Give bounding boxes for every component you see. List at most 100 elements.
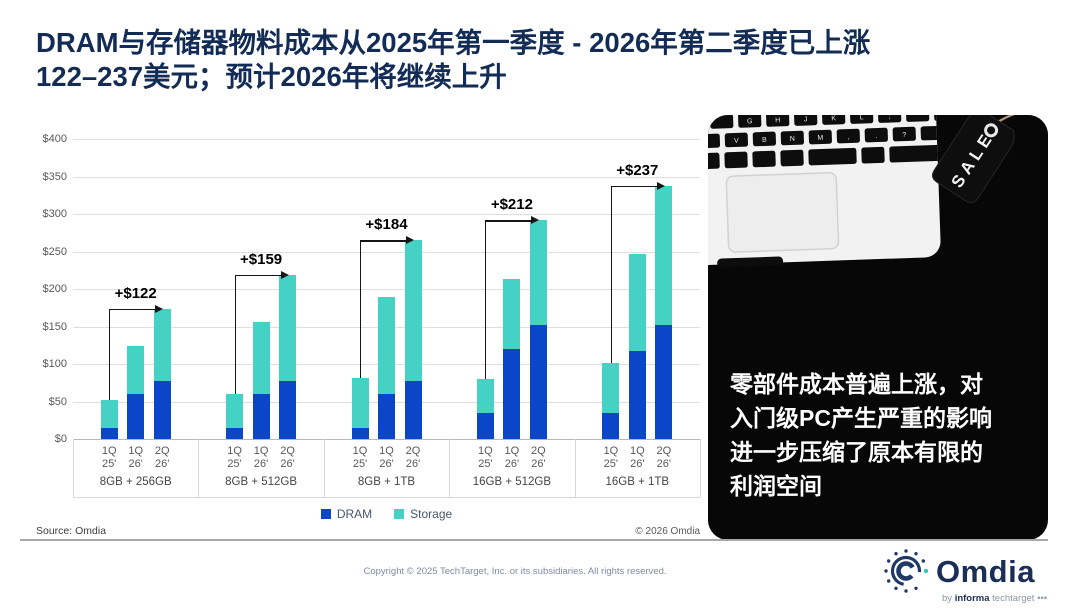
keyboard-key (889, 144, 942, 163)
keyboard-key-letter: N (790, 136, 795, 143)
annotation-label: +$212 (490, 196, 533, 213)
keyboard-key (708, 133, 721, 149)
group-separator (198, 439, 200, 497)
right-panel: G H J K L; ' V B N M,.? SALE 零部件成本普遍上涨，对 入门级PC产生严重… (708, 115, 1048, 540)
byline-dots: ••• (1037, 593, 1048, 604)
page-copyright: Copyright © 2025 TechTarget, Inc. or its… (363, 566, 667, 577)
annotation-vline (109, 308, 111, 400)
storage-segment (378, 297, 395, 394)
storage-segment (351, 378, 369, 428)
group-label: 8GB + 256GB (99, 476, 172, 488)
panel-callout-text: 零部件成本普遍上涨，对 入门级PC产生严重的影响 进一步压缩了原本有限的 利润空间 (708, 352, 1048, 503)
keyboard-key (892, 126, 916, 142)
dram-segment (127, 394, 145, 439)
bar-8GB + 512GB-0 (226, 394, 244, 439)
annotation-label: +$184 (365, 216, 408, 234)
bar-16GB + 1TB-2 (655, 185, 673, 439)
page-title-line2: 122–237美元；预计2026年将继续上升 (36, 60, 507, 92)
table-bottom-border (73, 497, 700, 498)
annotation-label: +$237 (616, 161, 659, 179)
keyboard-key-letter: J (804, 116, 808, 123)
y-axis-tick: $100 (42, 358, 67, 370)
dram-segment (529, 325, 547, 439)
bar-16GB + 1TB-0 (602, 363, 620, 439)
bar-8GB + 512GB-1 (252, 322, 270, 439)
group-label: 8GB + 1TB (357, 476, 416, 488)
quarter-label: 1Q 25' (352, 445, 368, 470)
page-title-line1: DRAM与存储器物料成本从2025年第一季度 - 2026年第二季度已上涨 (36, 27, 871, 58)
keyboard-key-letter: K (831, 115, 836, 122)
dram-segment (476, 412, 494, 439)
panel-text-line: 利润空间 (730, 473, 822, 500)
bar-16GB + 1TB-1 (628, 253, 646, 439)
laptop-front-notch (717, 256, 784, 268)
storage-segment (476, 379, 494, 413)
keyboard-key-letter: ' (917, 115, 919, 119)
annotation-arrowhead (656, 181, 665, 190)
bar-8GB + 256GB-0 (100, 400, 118, 439)
laptop-trackpad (725, 171, 840, 253)
panel-text-line: 进一步压缩了原本有限的 (730, 439, 983, 466)
dram-segment (503, 349, 521, 439)
keyboard-key-letter: M (817, 135, 823, 142)
cost-bar-chart: $0 $50 $100 $150 $200 $250 $300 $350 $400 +$122 +$… (35, 120, 707, 530)
dram-segment (404, 380, 422, 439)
annotation-label: +$159 (240, 250, 283, 268)
storage-segment (153, 308, 171, 381)
legend-item-Storage: Storage (394, 507, 452, 521)
group-label: 8GB + 512GB (225, 476, 298, 488)
gridline-$300 (73, 214, 700, 215)
keyboard-key-letter: . (875, 133, 877, 140)
keyboard-key (808, 147, 857, 166)
keyboard-key-letter: V (734, 138, 739, 145)
dram-segment (628, 350, 646, 439)
quarter-label: 2Q 26' (531, 445, 546, 470)
panel-text-line: 零部件成本普遍上涨，对 (730, 371, 983, 397)
keyboard-key-letter: , (847, 134, 849, 141)
keyboard-key-letter: G (747, 118, 753, 125)
quarter-label: 1Q 25' (101, 445, 117, 470)
byline-by: by (942, 593, 955, 604)
y-axis-tick: $200 (42, 283, 67, 295)
gridline-$250 (73, 251, 700, 253)
keyboard-key (738, 115, 762, 128)
group-separator (700, 439, 701, 497)
keyboard-key (724, 132, 749, 148)
storage-segment (404, 240, 422, 381)
dram-segment (252, 394, 270, 439)
group-separator (449, 439, 451, 497)
annotation-arrowhead (531, 216, 540, 224)
page-title: DRAM与存储器物料成本从2025年第一季度 - 2026年第二季度已上涨 12… (36, 26, 1046, 93)
annotation-hline (610, 185, 658, 187)
keyboard-key (794, 115, 818, 126)
storage-segment (279, 274, 297, 381)
y-axis-tick: $400 (42, 133, 67, 145)
chart-legend: DRAM Storage (73, 507, 700, 521)
dram-segment (602, 412, 620, 439)
y-axis-tick: $50 (48, 395, 67, 408)
keyboard-key-letter: ? (902, 132, 906, 139)
quarter-label: 2Q 26' (280, 445, 295, 470)
sale-tag-grommet (984, 123, 999, 138)
dram-segment (655, 325, 673, 439)
keyboard-key (864, 127, 888, 143)
keyboard-key (808, 129, 832, 145)
annotation-arrowhead (280, 270, 289, 279)
storage-segment (127, 346, 145, 394)
footer-divider (20, 539, 1048, 541)
keyboard-key (724, 151, 748, 169)
quarter-label: 1Q 26' (629, 445, 645, 470)
group-separator (323, 439, 325, 497)
annotation-arrowhead (155, 304, 164, 313)
bar-16GB + 512GB-2 (529, 220, 547, 439)
chart-copyright: © 2026 Omdia (635, 526, 700, 537)
annotation-label: +$122 (114, 284, 157, 302)
quarter-label: 2Q 26' (154, 445, 170, 470)
legend-label: Storage (410, 507, 453, 521)
y-axis-tick: $150 (42, 320, 67, 333)
annotation-vline (234, 274, 236, 394)
keyboard-key (849, 115, 874, 124)
group-separator (73, 439, 74, 497)
quarter-label: 1Q 26' (379, 445, 394, 470)
dram-segment (378, 394, 395, 439)
